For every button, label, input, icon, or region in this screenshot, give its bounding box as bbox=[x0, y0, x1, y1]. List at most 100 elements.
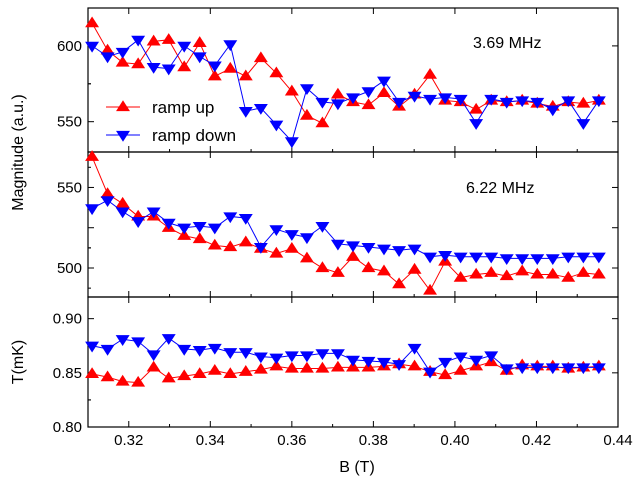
panel-2-series-1-point bbox=[591, 267, 606, 279]
panel-2-series-2-point bbox=[469, 252, 484, 264]
panel-3-series-2-point bbox=[315, 349, 330, 361]
panel-1-series-1-point bbox=[299, 108, 314, 120]
xtick-label: 0.38 bbox=[359, 432, 388, 449]
panel-2-series-2-point bbox=[438, 251, 453, 262]
panel-1-series-2-line bbox=[91, 39, 600, 143]
panel-3-series-1-point bbox=[115, 374, 130, 386]
panel-1-series-2-point bbox=[115, 47, 130, 59]
panel-2-series-2-point bbox=[207, 223, 222, 235]
panel-1-series-2-point bbox=[361, 87, 376, 99]
panel-2-series-1-point bbox=[499, 269, 514, 281]
panel-2-series-2-point bbox=[361, 242, 376, 254]
panel-2-series-2-point bbox=[131, 217, 146, 228]
x-axis-title: B (T) bbox=[339, 459, 375, 476]
panel-2-series-2-point bbox=[346, 241, 360, 253]
panel-3-series-1-point bbox=[330, 360, 345, 372]
panel-3-series-2-point bbox=[469, 355, 484, 367]
panel-3-series-2-point bbox=[407, 343, 422, 355]
panel-3-series-1-point bbox=[207, 363, 222, 375]
panel-3-series-2-point bbox=[161, 334, 176, 345]
panel-3-series-2-point bbox=[100, 344, 115, 356]
panel-2-series-1-point bbox=[361, 261, 376, 273]
panel-3-series-2-point bbox=[253, 352, 268, 364]
panel-1-series-2-point bbox=[85, 41, 100, 53]
panel-2-series-2-point bbox=[484, 252, 499, 264]
panel-2-series-1-point bbox=[192, 232, 207, 244]
panel-1-series-1-point bbox=[315, 116, 330, 128]
panel-3-series-2-point bbox=[530, 363, 545, 375]
panel-1-series-1-point bbox=[192, 36, 207, 47]
panel-2-series-2-point bbox=[561, 252, 576, 264]
panel-3-series-1-point bbox=[192, 367, 207, 379]
panel-3-series-2-point bbox=[284, 351, 299, 363]
panel-1-annotation: 3.69 MHz bbox=[473, 35, 541, 52]
panel-1-series-1-point bbox=[361, 98, 376, 110]
panel-2-series-2-point bbox=[423, 252, 438, 264]
panel-2-series-1-point bbox=[576, 266, 591, 277]
panel-1-series-1-point bbox=[330, 87, 345, 99]
panel-3-series-2-point bbox=[377, 357, 391, 369]
panel-2-series-2-line bbox=[91, 199, 599, 259]
panel-2-series-2-point bbox=[253, 242, 268, 254]
panel-2-series-1-point bbox=[469, 267, 484, 279]
shared-ylabel: Magnitude (a.u.) bbox=[10, 94, 27, 211]
panel-2-series-2-point bbox=[223, 212, 238, 224]
panel-3-series-1-point bbox=[100, 370, 115, 382]
panel-1-series-2-point bbox=[392, 97, 407, 109]
panel-1-series-2-point bbox=[315, 97, 330, 109]
panel-3-ylabel: T(mK) bbox=[10, 340, 27, 384]
panel-3-series-1-point bbox=[453, 363, 468, 375]
panel-1-series-2-point bbox=[299, 84, 314, 96]
panel-2-series-1-point bbox=[207, 238, 222, 250]
panel-2-series-1-point bbox=[100, 187, 115, 198]
panel-2-series-2-point bbox=[530, 254, 545, 266]
panel-2-series-2-point bbox=[407, 244, 422, 256]
panel-2-series-1-point bbox=[453, 270, 468, 282]
xtick-label: 0.40 bbox=[440, 432, 469, 449]
panel-3-series-1-point bbox=[161, 371, 176, 383]
panel-1-series-2-point bbox=[484, 94, 499, 106]
panel-3-ytick-label: 0.85 bbox=[53, 365, 82, 382]
panel-2-series-2-point bbox=[453, 252, 468, 264]
panel-2-series-1-line bbox=[91, 156, 599, 292]
panel-1-series-1-point bbox=[100, 43, 115, 55]
panel-3-series-1-point bbox=[407, 359, 422, 371]
panel-2-series-1-point bbox=[377, 264, 391, 276]
panel-1-series-1-point bbox=[576, 96, 591, 108]
panel-1-series-2-point bbox=[453, 94, 468, 106]
panel-1-ytick-label: 550 bbox=[57, 114, 82, 131]
panel-2-series-1-point bbox=[392, 277, 407, 289]
panel-1-series-1-point bbox=[284, 84, 299, 96]
panel-1-series-2-point bbox=[131, 35, 146, 47]
panel-3-series-2-point bbox=[484, 351, 499, 363]
panel-1-series-2-point bbox=[192, 52, 207, 64]
panel-2-series-1-point bbox=[561, 270, 576, 282]
panel-2-series-2-point bbox=[499, 254, 514, 266]
panel-1-ytick-label: 600 bbox=[57, 38, 82, 55]
panel-1-series-1-point bbox=[377, 86, 391, 97]
panel-2-series-2-point bbox=[177, 223, 192, 235]
panel-1-series-2-point bbox=[561, 96, 576, 108]
panel-2-series-2-point bbox=[284, 230, 299, 241]
panel-3-series-2-point bbox=[591, 363, 606, 375]
panel-3-series-2-point bbox=[361, 356, 376, 368]
xtick-label: 0.34 bbox=[196, 432, 225, 449]
panel-3-series-1-point bbox=[299, 361, 314, 373]
panel-3-series-2-point bbox=[177, 344, 192, 356]
panel-3-series-1-point bbox=[223, 367, 238, 379]
panel-2-series-2-point bbox=[100, 196, 115, 208]
panel-1-series-1-point bbox=[423, 67, 438, 79]
panel-3-series-2-point bbox=[545, 363, 560, 375]
legend-1-marker bbox=[116, 100, 130, 112]
panel-1-series-2-point bbox=[177, 41, 192, 53]
panel-1-series-1-point bbox=[207, 69, 222, 81]
panel-3-series-2-point bbox=[238, 348, 253, 359]
panel-1-series-2-point bbox=[545, 105, 560, 117]
panel-1-series-1-point bbox=[469, 102, 484, 114]
panel-1-series-1-point bbox=[253, 51, 268, 63]
panel-2-series-2-point bbox=[377, 244, 391, 256]
panel-2-series-1-point bbox=[545, 267, 560, 279]
panel-1-series-2-point bbox=[330, 99, 345, 111]
panel-1-series-1-point bbox=[146, 34, 161, 46]
